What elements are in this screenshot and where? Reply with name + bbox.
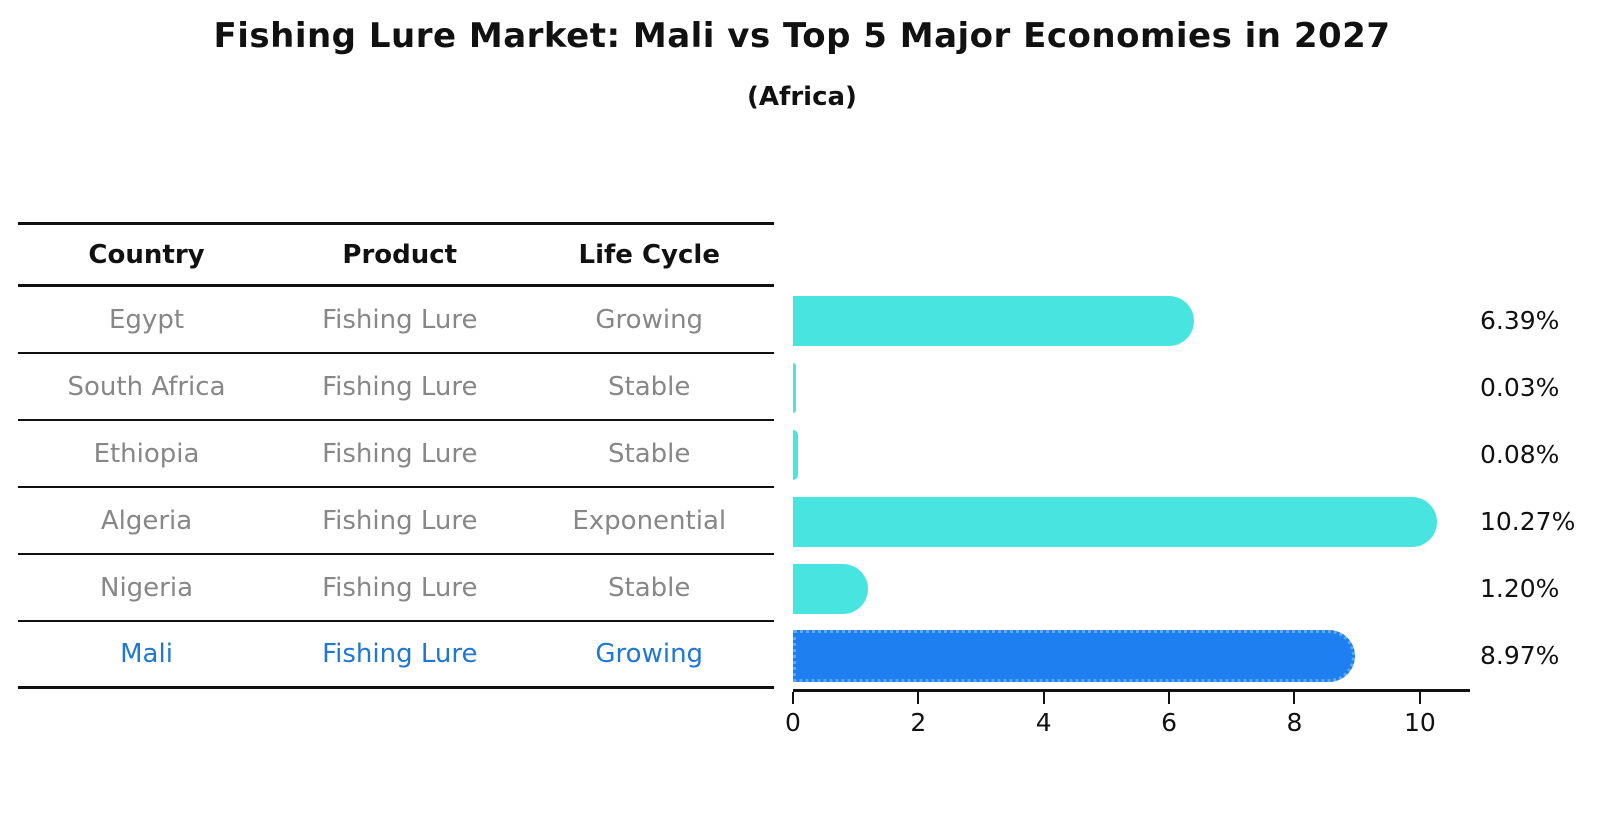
table-cell-life-cycle: Stable (608, 371, 691, 402)
bar-value-label: 6.39% (1480, 306, 1560, 335)
bar-row-algeria: 10.27% (793, 488, 1604, 555)
country-table: Country Product Life Cycle Egypt Fishing… (18, 222, 774, 689)
chart-subtitle: (Africa) (747, 82, 857, 112)
table-cell-country: Mali (120, 639, 173, 669)
table-cell-country: Algeria (100, 505, 193, 536)
bar-row-nigeria: 1.20% (793, 555, 1604, 622)
table-header-row: Country Product Life Cycle (18, 222, 774, 287)
bar-row-south-africa: 0.03% (793, 354, 1604, 421)
bar-south-africa (793, 363, 796, 413)
bar-algeria (793, 497, 1437, 547)
x-axis-tick-label: 8 (1286, 708, 1303, 737)
bar-value-label: 0.03% (1480, 373, 1560, 402)
x-axis-tick-label: 0 (785, 708, 801, 737)
bar-row-mali: 8.97% (793, 622, 1604, 689)
table-cell-product: Fishing Lure (322, 371, 478, 402)
x-axis: 0 2 4 6 8 10 (785, 689, 1470, 739)
x-axis-tick (792, 692, 794, 704)
table-row-ethiopia: Ethiopia Fishing Lure Stable (18, 421, 774, 488)
bar-value-label: 10.27% (1480, 507, 1576, 536)
table-cell-life-cycle: Growing (595, 639, 704, 669)
table-cell-product: Fishing Lure (322, 304, 478, 335)
table-cell-country: South Africa (67, 371, 226, 402)
bar-value-label: 0.08% (1480, 440, 1560, 469)
table-row-nigeria: Nigeria Fishing Lure Stable (18, 555, 774, 622)
table-cell-country: Ethiopia (93, 438, 200, 469)
table-cell-product: Fishing Lure (322, 639, 478, 669)
bar-value-label: 8.97% (1480, 641, 1560, 670)
table-cell-product: Fishing Lure (322, 438, 478, 469)
x-axis-tick (1042, 692, 1045, 704)
table-row-algeria: Algeria Fishing Lure Exponential (18, 488, 774, 555)
table-cell-product: Fishing Lure (322, 505, 478, 536)
table-cell-country: Nigeria (100, 572, 194, 603)
table-cell-country: Egypt (109, 304, 185, 335)
bar-value-label: 1.20% (1480, 574, 1560, 603)
bar-nigeria (793, 564, 869, 614)
x-axis-tick-label: 2 (910, 708, 927, 737)
table-cell-life-cycle: Stable (608, 572, 691, 603)
table-row-mali: Mali Fishing Lure Growing (18, 622, 774, 689)
x-axis-tick-label: 10 (1403, 708, 1436, 737)
x-axis-tick (917, 692, 920, 704)
bar-egypt (793, 296, 1194, 346)
x-axis-tick (1418, 692, 1421, 704)
bar-mali (793, 630, 1356, 682)
table-cell-life-cycle: Growing (595, 304, 704, 335)
x-axis-tick (1293, 692, 1296, 704)
table-row-south-africa: South Africa Fishing Lure Stable (18, 354, 774, 421)
bar-row-ethiopia: 0.08% (793, 421, 1604, 488)
column-header-product: Product (342, 239, 458, 270)
x-axis-tick (1168, 692, 1171, 704)
x-axis-tick-label: 4 (1035, 708, 1052, 737)
table-cell-life-cycle: Stable (608, 438, 691, 469)
table-cell-life-cycle: Exponential (572, 505, 727, 536)
bar-plot-area: 6.39% 0.03% 0.08% 10.27% 1.20% 8.97% (793, 287, 1604, 689)
column-header-life-cycle: Life Cycle (578, 239, 720, 270)
chart-title: Fishing Lure Market: Mali vs Top 5 Major… (213, 16, 1391, 56)
x-axis-tick-label: 6 (1161, 708, 1178, 737)
column-header-country: Country (88, 239, 205, 270)
table-cell-product: Fishing Lure (322, 572, 478, 603)
table-row-egypt: Egypt Fishing Lure Growing (18, 287, 774, 354)
bar-row-egypt: 6.39% (793, 287, 1604, 354)
bar-ethiopia (793, 430, 798, 480)
